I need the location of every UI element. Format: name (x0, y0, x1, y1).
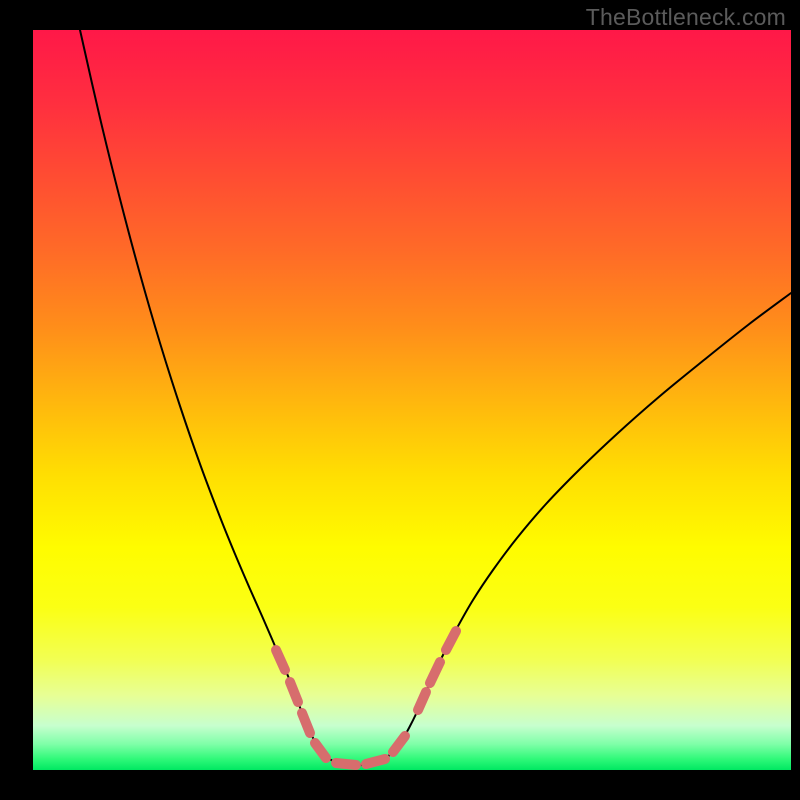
chart-svg (0, 0, 800, 800)
accent-dash (336, 763, 356, 765)
accent-dash (366, 759, 385, 764)
plot-background (33, 30, 791, 770)
stage: TheBottleneck.com (0, 0, 800, 800)
watermark-text: TheBottleneck.com (586, 4, 786, 31)
